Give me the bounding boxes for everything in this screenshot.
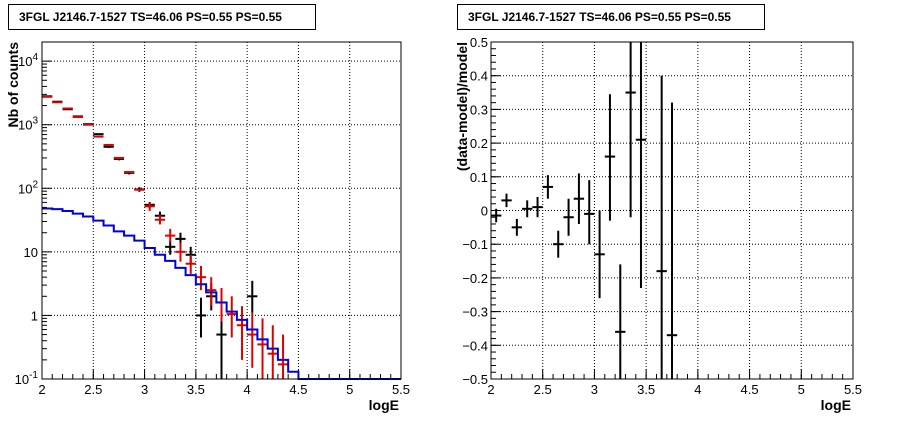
y-tick-label: 10 bbox=[24, 245, 38, 260]
x-tick-label: 3 bbox=[591, 382, 598, 397]
model-point bbox=[247, 312, 258, 368]
residual-point bbox=[532, 197, 543, 218]
model-point bbox=[267, 325, 278, 379]
y-tick-label: 0 bbox=[481, 204, 488, 219]
y-tick-label: −0.3 bbox=[462, 305, 488, 320]
chart-title-left: 3FGL J2146.7-1527 TS=46.06 PS=0.55 PS=0.… bbox=[8, 4, 316, 30]
x-tick-label: 3.5 bbox=[187, 382, 205, 397]
y-axis-title: (data-model)/model bbox=[454, 42, 470, 171]
x-axis-title: logE bbox=[821, 397, 851, 413]
data-point bbox=[247, 280, 258, 313]
x-tick-label: 5 bbox=[798, 382, 805, 397]
residual-point bbox=[604, 94, 616, 221]
y-tick-label: 102 bbox=[18, 179, 38, 196]
y-tick-base: 10 bbox=[18, 54, 32, 69]
residual-point bbox=[542, 175, 554, 199]
y-tick-label: 103 bbox=[18, 116, 38, 133]
y-tick-label: −0.4 bbox=[462, 338, 488, 353]
y-tick-label: 104 bbox=[18, 52, 38, 69]
y-axis-title: Nb of counts bbox=[5, 42, 21, 128]
x-tick-label: 4 bbox=[694, 382, 701, 397]
model-point bbox=[226, 296, 237, 338]
data-point bbox=[216, 312, 227, 379]
y-tick-label: 0.4 bbox=[470, 69, 488, 84]
model-point bbox=[185, 254, 196, 274]
data-point bbox=[93, 133, 104, 136]
x-tick-label: 4.5 bbox=[741, 382, 759, 397]
residual-point bbox=[635, 42, 647, 289]
data-point bbox=[165, 240, 176, 255]
x-tick-label: 4 bbox=[244, 382, 251, 397]
residual-point bbox=[625, 42, 636, 218]
y-tick-label: −0.1 bbox=[462, 237, 488, 252]
residuals-panel: 2 2.5 3 3.5 4 4.5 5 5.5 −0.5 −0.4 −0.3 −0.2 −0.1 0 0.1… bbox=[454, 35, 862, 413]
data-point bbox=[195, 297, 207, 338]
y-tick-exponent: -1 bbox=[29, 370, 38, 381]
residual-point bbox=[491, 208, 502, 223]
y-tick-base: 10 bbox=[18, 118, 32, 133]
x-tick-label: 5.5 bbox=[844, 382, 862, 397]
y-tick-base: 1 bbox=[31, 308, 38, 323]
x-tick-label: 2 bbox=[487, 382, 494, 397]
x-tick-label: 4.5 bbox=[289, 382, 307, 397]
residual-point bbox=[666, 102, 678, 379]
model-point bbox=[144, 202, 155, 211]
x-tick-label: 5 bbox=[346, 382, 353, 397]
y-tick-label: 0.1 bbox=[470, 170, 488, 185]
residual-point bbox=[594, 210, 605, 299]
residual-point bbox=[522, 200, 533, 218]
model-point bbox=[257, 318, 268, 379]
y-tick-exponent: 3 bbox=[32, 116, 38, 127]
y-tick-label: −0.5 bbox=[462, 372, 488, 387]
x-tick-label: 5.5 bbox=[392, 382, 410, 397]
y-tick-base: 10 bbox=[15, 372, 29, 387]
residual-point bbox=[584, 180, 595, 245]
residual-point bbox=[573, 173, 585, 224]
model-point bbox=[277, 334, 289, 379]
y-tick-label: 0.5 bbox=[470, 35, 488, 50]
plot-frame bbox=[490, 41, 854, 380]
y-tick-label: 0.3 bbox=[470, 102, 488, 117]
y-tick-base: 10 bbox=[24, 245, 38, 260]
y-tick-exponent: 4 bbox=[32, 52, 38, 63]
residual-point bbox=[615, 264, 626, 379]
x-axis-title: logE bbox=[369, 397, 399, 413]
x-tick-label: 2.5 bbox=[534, 382, 552, 397]
background-model-line bbox=[42, 207, 401, 380]
chart-title-right: 3FGL J2146.7-1527 TS=46.06 PS=0.55 PS=0.… bbox=[457, 4, 765, 30]
model-point bbox=[195, 265, 207, 291]
y-tick-label: −0.2 bbox=[462, 271, 488, 286]
x-tick-label: 3.5 bbox=[637, 382, 655, 397]
model-point bbox=[236, 306, 248, 360]
model-point bbox=[175, 242, 186, 262]
plot-frame bbox=[41, 41, 402, 380]
x-tick-label: 2.5 bbox=[84, 382, 102, 397]
residual-point bbox=[501, 193, 512, 208]
residual-point bbox=[511, 218, 523, 236]
residual-point bbox=[553, 230, 564, 258]
y-tick-exponent: 2 bbox=[32, 179, 38, 190]
model-point bbox=[154, 214, 166, 225]
model-point bbox=[165, 228, 176, 243]
residual-point bbox=[563, 198, 574, 236]
y-tick-label: 10-1 bbox=[15, 370, 39, 387]
y-tick-label: 0.2 bbox=[470, 136, 488, 151]
y-tick-base: 10 bbox=[18, 181, 32, 196]
residual-point bbox=[656, 75, 667, 379]
x-tick-label: 2 bbox=[38, 382, 45, 397]
y-tick-label: 1 bbox=[31, 308, 38, 323]
x-tick-label: 3 bbox=[141, 382, 148, 397]
